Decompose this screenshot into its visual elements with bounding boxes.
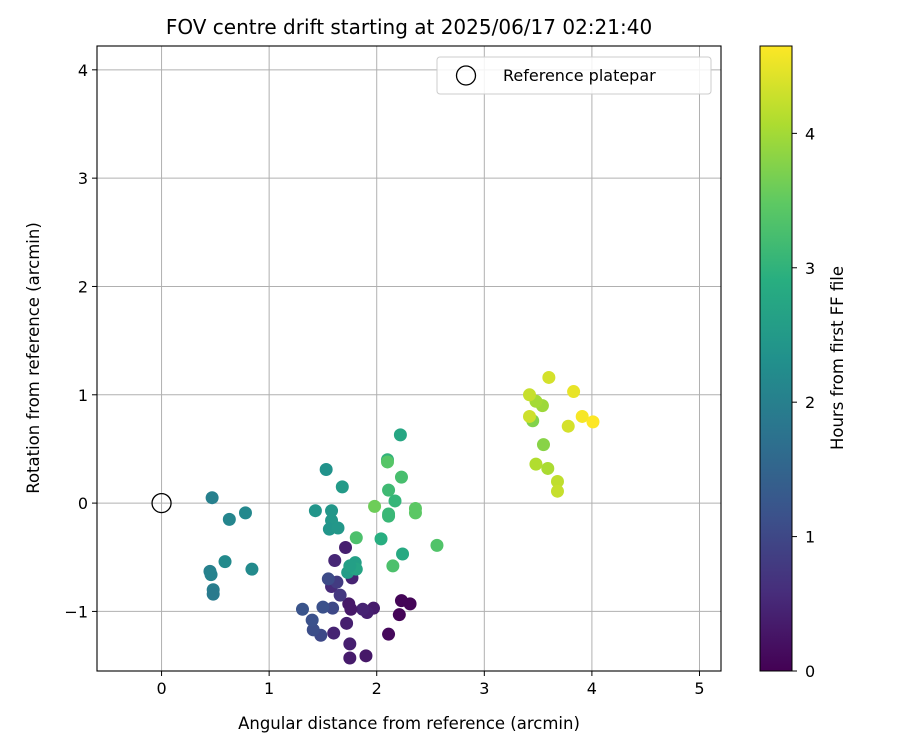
data-point — [305, 613, 319, 627]
data-point — [386, 559, 400, 573]
colorbar-ticks: 0 1 2 3 4 — [792, 124, 815, 681]
data-point — [561, 419, 575, 433]
data-point — [382, 627, 396, 641]
data-point — [321, 572, 335, 586]
data-point — [550, 474, 564, 488]
x-axis-ticks: 0 1 2 3 4 5 — [156, 671, 705, 698]
x-tick-label: 5 — [694, 679, 704, 698]
data-point — [529, 457, 543, 471]
legend: Reference platepar — [436, 56, 712, 95]
data-point — [396, 547, 410, 561]
colorbar-tick-label: 4 — [805, 124, 815, 143]
x-axis-label: Angular distance from reference (arcmin) — [238, 714, 580, 733]
y-tick-label: 1 — [78, 386, 88, 405]
data-point — [394, 594, 408, 608]
data-point — [430, 538, 444, 552]
colorbar-label: Hours from first FF file — [828, 266, 847, 450]
data-point — [382, 509, 396, 523]
y-tick-label: 2 — [78, 277, 88, 296]
data-point — [522, 388, 536, 402]
data-point — [343, 637, 357, 651]
data-point — [328, 554, 342, 568]
grid-lines — [97, 46, 721, 671]
x-tick-label: 2 — [372, 679, 382, 698]
data-point — [522, 409, 536, 423]
y-tick-label: 4 — [78, 61, 88, 80]
colorbar-tick-label: 1 — [805, 528, 815, 547]
data-point — [392, 608, 406, 622]
data-point — [245, 562, 259, 576]
data-point — [205, 491, 219, 505]
data-point — [586, 415, 600, 429]
y-axis-label: Rotation from reference (arcmin) — [24, 222, 43, 494]
data-point — [393, 428, 407, 442]
data-point — [567, 385, 581, 399]
data-point — [382, 483, 396, 497]
data-point — [536, 438, 550, 452]
colorbar: 0 1 2 3 4 Hours from first FF file — [759, 45, 847, 681]
legend-label: Reference platepar — [503, 66, 656, 85]
x-tick-label: 3 — [479, 679, 489, 698]
data-point — [374, 532, 388, 546]
data-point — [218, 555, 232, 569]
data-point — [550, 484, 564, 498]
data-point — [343, 559, 357, 573]
y-tick-label: −1 — [64, 602, 88, 621]
data-point — [333, 588, 347, 602]
data-point — [344, 602, 358, 616]
data-point — [541, 461, 555, 475]
legend-marker-icon — [455, 65, 477, 86]
reference-platepar-marker — [151, 492, 172, 514]
data-point — [308, 504, 322, 518]
x-tick-label: 1 — [264, 679, 274, 698]
data-point — [339, 541, 353, 555]
data-point — [206, 587, 220, 601]
data-point — [327, 626, 341, 640]
data-point — [408, 506, 422, 520]
data-point — [238, 506, 252, 520]
data-point — [394, 470, 408, 484]
data-point — [335, 480, 349, 494]
data-point — [356, 602, 370, 616]
data-point — [295, 602, 309, 616]
x-tick-label: 0 — [156, 679, 166, 698]
y-tick-label: 0 — [78, 494, 88, 513]
data-point — [331, 521, 345, 535]
data-point — [575, 409, 589, 423]
plot-frame — [96, 45, 722, 672]
colorbar-tick-label: 3 — [805, 259, 815, 278]
chart-title: FOV centre drift starting at 2025/06/17 … — [166, 15, 652, 39]
data-points — [203, 370, 600, 665]
data-point — [368, 499, 382, 513]
data-point — [340, 616, 354, 630]
data-point — [319, 463, 333, 477]
data-point — [343, 651, 357, 665]
data-point — [306, 623, 320, 637]
data-point — [204, 568, 218, 582]
colorbar-tick-label: 2 — [805, 393, 815, 412]
colorbar-gradient — [759, 45, 793, 672]
data-point — [388, 494, 402, 508]
colorbar-tick-label: 0 — [805, 662, 815, 681]
data-point — [222, 512, 236, 526]
data-point — [359, 649, 373, 663]
data-point — [349, 531, 363, 545]
data-point — [326, 601, 340, 615]
legend-box — [436, 56, 712, 95]
y-tick-label: 3 — [78, 169, 88, 188]
y-axis-ticks: −1 0 1 2 3 4 — [64, 61, 97, 621]
data-point — [380, 455, 394, 469]
data-point — [316, 600, 330, 614]
x-tick-label: 4 — [587, 679, 597, 698]
data-point — [542, 370, 556, 384]
data-point — [325, 504, 339, 518]
